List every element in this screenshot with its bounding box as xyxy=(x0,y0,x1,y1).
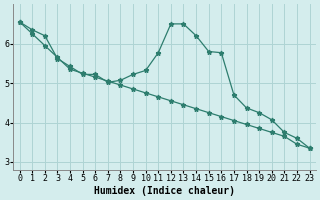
X-axis label: Humidex (Indice chaleur): Humidex (Indice chaleur) xyxy=(94,186,235,196)
